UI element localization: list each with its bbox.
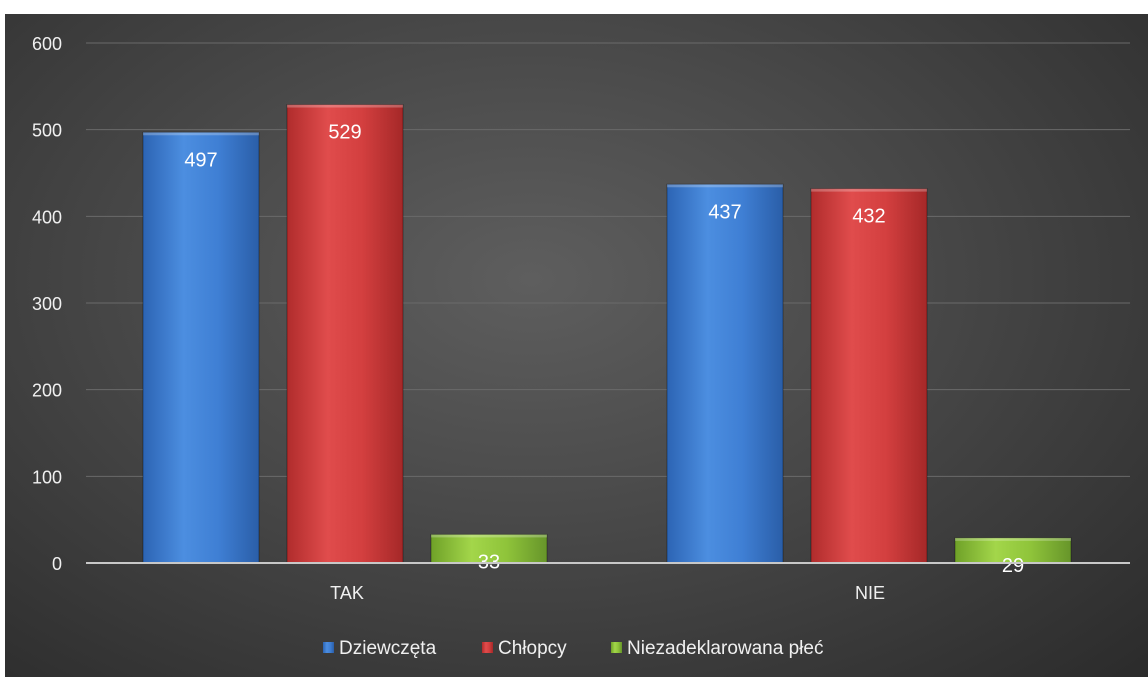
- legend-entry: Dziewczęta: [339, 638, 437, 659]
- bar-highlight: [667, 184, 783, 188]
- data-label: 437: [708, 201, 741, 223]
- bar-highlight: [811, 188, 927, 192]
- y-axis: 0 100 200 300 400 500 600: [32, 34, 62, 574]
- bar-tak-series-2: [430, 533, 548, 564]
- bar-tak-series-0: [142, 131, 260, 564]
- bar-nie-series-0: [666, 183, 784, 564]
- x-category-label: NIE: [855, 583, 885, 603]
- legend: Dziewczęta Chłopcy Niezadeklarowana płeć: [323, 638, 823, 659]
- legend-swatch: [323, 642, 334, 653]
- legend-swatch: [611, 642, 622, 653]
- bar-nie-series-2: [954, 537, 1072, 564]
- x-axis: TAK NIE: [330, 583, 885, 603]
- data-label: 497: [184, 149, 217, 171]
- y-tick-label: 300: [32, 294, 62, 314]
- y-tick-label: 100: [32, 467, 62, 487]
- data-label: 29: [1002, 555, 1024, 577]
- grid-lines: [86, 42, 1130, 477]
- y-tick-label: 0: [52, 554, 62, 574]
- bar-highlight: [287, 104, 403, 108]
- bar-highlight: [955, 537, 1071, 541]
- y-tick-label: 400: [32, 207, 62, 227]
- legend-entry: Niezadeklarowana płeć: [627, 638, 823, 659]
- bar-highlight: [143, 132, 259, 136]
- bar-highlight: [431, 534, 547, 538]
- data-label: 529: [328, 122, 361, 144]
- y-tick-label: 500: [32, 121, 62, 141]
- bar-tak-series-1: [286, 104, 404, 564]
- legend-swatch: [482, 642, 493, 653]
- x-category-label: TAK: [330, 583, 364, 603]
- bar-nie-series-1: [810, 188, 928, 564]
- y-tick-label: 600: [32, 34, 62, 54]
- data-label: 432: [852, 206, 885, 228]
- legend-entry: Chłopcy: [498, 638, 567, 659]
- y-tick-label: 200: [32, 381, 62, 401]
